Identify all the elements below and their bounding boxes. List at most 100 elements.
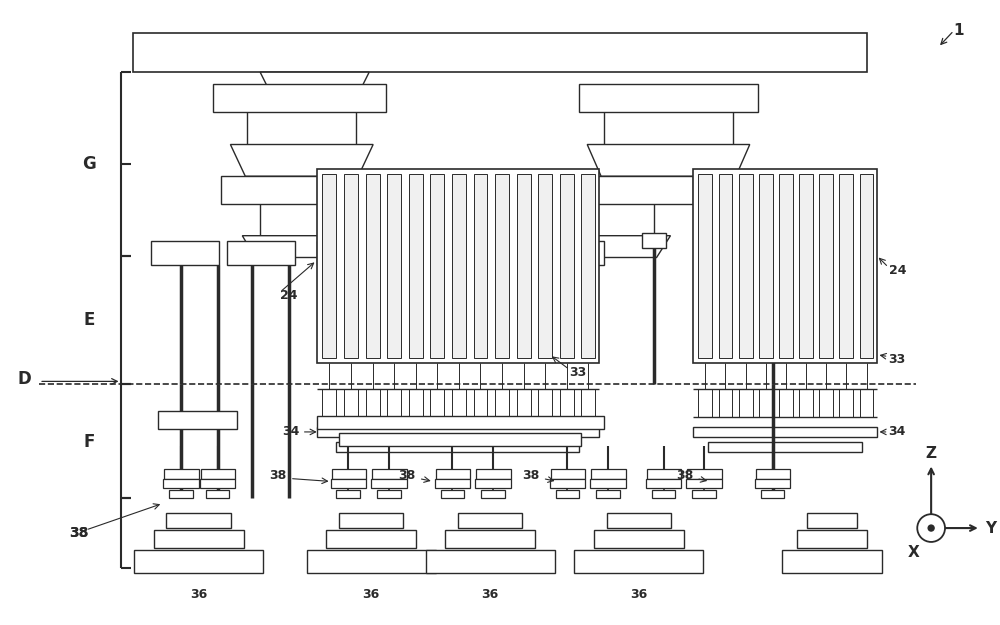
Bar [560,174,574,358]
Bar [538,174,552,358]
Bar [759,389,773,417]
Bar [452,174,466,358]
Bar [591,469,626,479]
Polygon shape [537,236,670,258]
Bar [779,389,793,417]
Text: 36: 36 [363,588,380,601]
Bar [474,174,487,358]
Bar [445,530,535,548]
Bar [642,232,666,248]
Bar [339,433,581,446]
Bar [387,389,401,417]
Bar [133,32,867,72]
Bar [366,174,380,358]
Bar [221,176,379,204]
Text: F: F [83,433,94,451]
Bar [317,416,604,429]
Text: 34: 34 [889,426,906,438]
Text: 36: 36 [190,588,207,601]
Circle shape [917,514,945,542]
Bar [693,169,877,362]
Bar [151,241,219,266]
Bar [344,389,358,417]
Bar [426,550,555,572]
Bar [436,469,470,479]
Text: 24: 24 [280,289,297,302]
Bar [596,491,620,498]
Bar [166,513,231,528]
Bar [475,479,511,488]
Bar [692,491,716,498]
Bar [377,491,401,498]
Text: Y: Y [985,521,996,536]
Text: 24: 24 [889,264,906,277]
Bar [708,442,862,452]
Text: D: D [17,371,31,388]
Circle shape [928,525,934,531]
Bar [476,469,511,479]
Bar [480,176,693,204]
Polygon shape [587,144,750,176]
Bar [435,479,470,488]
Bar [799,389,813,417]
Bar [860,389,873,417]
Bar [409,174,423,358]
Bar [753,176,842,204]
Text: E: E [83,311,94,329]
Bar [201,469,235,479]
Bar [517,389,531,417]
Bar [322,174,336,358]
Bar [332,469,366,479]
Bar [164,469,199,479]
Bar [317,169,599,362]
Text: 38: 38 [69,526,88,540]
Bar [579,84,758,112]
Bar [550,479,585,488]
Polygon shape [260,72,369,112]
Bar [551,469,585,479]
Bar [652,491,675,498]
Bar [307,550,436,572]
Bar [326,530,416,548]
Bar [782,550,882,572]
Bar [452,389,466,417]
Bar [799,174,813,358]
Bar [819,174,833,358]
Bar [458,513,522,528]
Polygon shape [230,144,373,176]
Text: Z: Z [926,446,937,461]
Bar [755,479,790,488]
Bar [738,241,807,266]
Bar [409,389,423,417]
Bar [339,513,403,528]
Bar [322,389,336,417]
Bar [154,530,244,548]
Bar [169,491,193,498]
Text: 36: 36 [630,588,647,601]
Bar [594,530,684,548]
Bar [134,550,263,572]
Bar [686,479,722,488]
Bar [538,389,552,417]
Bar [366,389,380,417]
Bar [556,491,579,498]
Bar [759,174,773,358]
Bar [387,174,401,358]
Bar [687,469,722,479]
Text: X: X [907,546,919,561]
Bar [227,241,295,266]
Bar [646,479,681,488]
Bar [719,389,732,417]
Bar [372,469,407,479]
Bar [200,479,235,488]
Bar [607,513,671,528]
Bar [739,174,753,358]
Bar [430,389,444,417]
Text: 38: 38 [522,469,540,482]
Bar [590,479,626,488]
Bar [158,411,237,429]
Text: 34: 34 [282,426,300,438]
Bar [474,389,487,417]
Bar [739,389,753,417]
Bar [860,174,873,358]
